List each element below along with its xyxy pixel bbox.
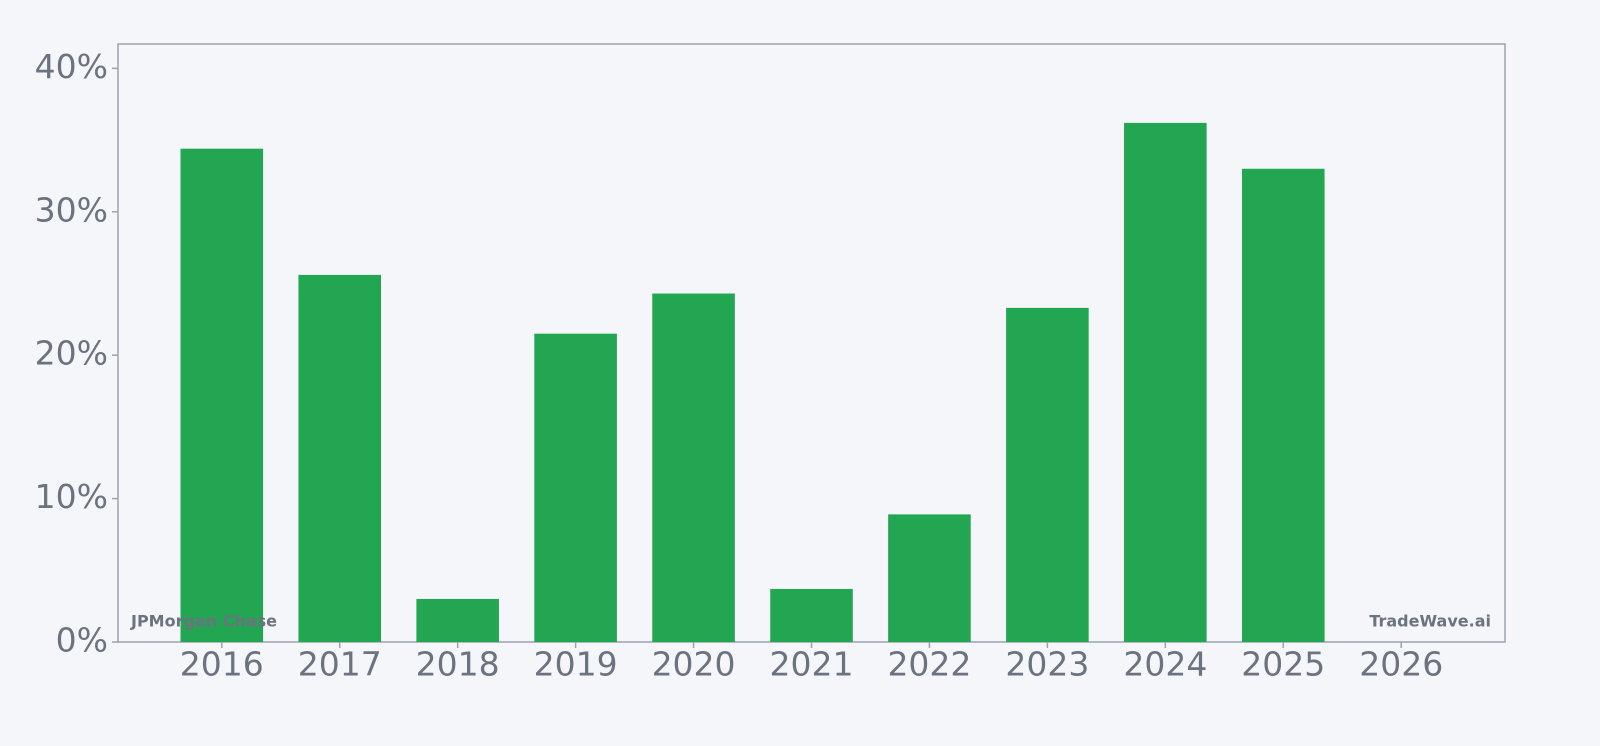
bar — [180, 148, 264, 642]
bar — [888, 514, 971, 642]
x-tick-label: 2017 — [298, 645, 382, 684]
bar — [652, 293, 735, 642]
x-tick-label: 2024 — [1123, 645, 1207, 684]
bar — [770, 588, 853, 642]
x-tick-label: 2022 — [887, 645, 971, 684]
marks — [180, 122, 1325, 643]
x-tick-label: 2018 — [416, 645, 500, 684]
watermark-right: TradeWave.ai — [1369, 612, 1491, 631]
y-tick-label: 20% — [35, 334, 108, 373]
x-tick-label: 2025 — [1241, 645, 1325, 684]
x-tick-label: 2016 — [180, 645, 264, 684]
y-tick-label: 30% — [35, 190, 108, 229]
x-tick-label: 2026 — [1359, 645, 1443, 684]
bar — [416, 598, 499, 642]
x-tick-label: 2023 — [1005, 645, 1089, 684]
x-tick-label: 2019 — [534, 645, 618, 684]
bar — [534, 333, 617, 642]
bar — [1124, 122, 1207, 642]
y-tick-label: 40% — [35, 47, 108, 86]
x-tick-label: 2021 — [770, 645, 854, 684]
y-tick-label: 10% — [35, 477, 108, 516]
bar — [1006, 307, 1089, 642]
bar — [298, 274, 382, 642]
y-tick-label: 0% — [56, 621, 108, 660]
bar — [1241, 168, 1325, 643]
watermark-left: JPMorgan Chase — [130, 612, 277, 631]
x-tick-label: 2020 — [652, 645, 736, 684]
